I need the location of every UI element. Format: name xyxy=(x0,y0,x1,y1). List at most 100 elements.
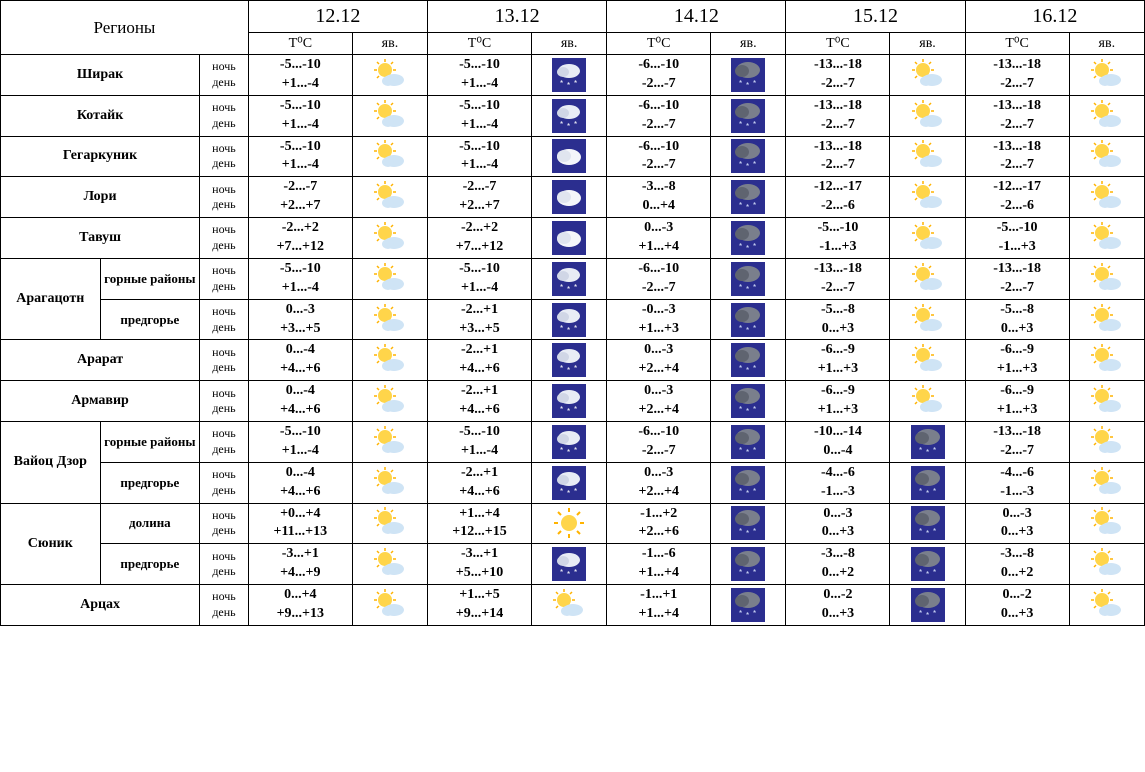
temp-cell: -1...+2+2...+6 xyxy=(607,503,711,544)
weather-icon-partly_sunny xyxy=(1090,506,1124,540)
weather-icon-partly_sunny xyxy=(373,139,407,173)
icon-cell xyxy=(711,299,786,340)
weather-icon-snow_storm xyxy=(731,384,765,418)
weather-icon-snow_storm xyxy=(731,343,765,377)
temp-cell: -13...-18-2...-7 xyxy=(965,95,1069,136)
subregion-name: долина xyxy=(100,503,200,544)
region-name: Вайоц Дзор xyxy=(1,422,101,504)
region-name: Арцах xyxy=(1,585,200,626)
weather-icon-cloud xyxy=(552,139,586,173)
temp-cell: -2...+2+7...+12 xyxy=(428,218,532,259)
weather-icon-snow_storm xyxy=(911,506,945,540)
icon-cell xyxy=(352,422,427,463)
icon-cell xyxy=(1069,422,1144,463)
icon-cell xyxy=(532,136,607,177)
weather-icon-snow_storm xyxy=(911,588,945,622)
icon-cell xyxy=(532,544,607,585)
temp-cell: -1...+1+1...+4 xyxy=(607,585,711,626)
header-date: 15.12 xyxy=(786,1,965,33)
weather-icon-partly_sunny xyxy=(1090,221,1124,255)
temp-cell: +0...+4+11...+13 xyxy=(248,503,352,544)
temp-cell: +1...+4+12...+15 xyxy=(428,503,532,544)
temp-cell: -0...-3+1...+3 xyxy=(607,299,711,340)
subregion-name: горные районы xyxy=(100,422,200,463)
temp-cell: 0...-3+3...+5 xyxy=(248,299,352,340)
header-date: 12.12 xyxy=(248,1,427,33)
icon-cell xyxy=(532,381,607,422)
subregion-name: предгорье xyxy=(100,544,200,585)
icon-cell xyxy=(890,544,965,585)
table-row: Вайоц Дзоргорные районыночьдень-5...-10+… xyxy=(1,422,1145,463)
temp-cell: -5...-10+1...-4 xyxy=(248,422,352,463)
icon-cell xyxy=(532,95,607,136)
icon-cell xyxy=(890,462,965,503)
temp-cell: -5...-10-1...+3 xyxy=(965,218,1069,259)
temp-cell: -5...-10+1...-4 xyxy=(248,136,352,177)
temp-cell: 0...-3+2...+4 xyxy=(607,462,711,503)
weather-icon-partly_sunny xyxy=(911,343,945,377)
weather-icon-partly_sunny xyxy=(1090,384,1124,418)
icon-cell xyxy=(890,503,965,544)
table-row: предгорьеночьдень0...-4+4...+6-2...+1+4.… xyxy=(1,462,1145,503)
region-name: Арарат xyxy=(1,340,200,381)
weather-icon-snow_storm xyxy=(911,425,945,459)
temp-cell: 0...-4+4...+6 xyxy=(248,381,352,422)
icon-cell xyxy=(711,340,786,381)
icon-cell xyxy=(1069,503,1144,544)
icon-cell xyxy=(711,544,786,585)
table-row: Араратночьдень0...-4+4...+6-2...+1+4...+… xyxy=(1,340,1145,381)
weather-icon-snow_night xyxy=(552,99,586,133)
icon-cell xyxy=(532,55,607,96)
icon-cell xyxy=(532,422,607,463)
icon-cell xyxy=(352,381,427,422)
icon-cell xyxy=(711,462,786,503)
temp-cell: 0...+4+9...+13 xyxy=(248,585,352,626)
icon-cell xyxy=(352,177,427,218)
weather-icon-partly_sunny xyxy=(373,180,407,214)
table-row: Сюникдолинаночьдень+0...+4+11...+13+1...… xyxy=(1,503,1145,544)
temp-cell: -5...-10+1...-4 xyxy=(248,55,352,96)
temp-cell: -6...-9+1...+3 xyxy=(965,340,1069,381)
icon-cell xyxy=(890,585,965,626)
icon-cell xyxy=(532,585,607,626)
time-labels: ночьдень xyxy=(200,55,249,96)
icon-cell xyxy=(711,136,786,177)
temp-cell: -4...-6-1...-3 xyxy=(965,462,1069,503)
time-labels: ночьдень xyxy=(200,299,249,340)
weather-icon-partly_sunny xyxy=(911,384,945,418)
weather-icon-partly_sunny xyxy=(1090,466,1124,500)
icon-cell xyxy=(352,218,427,259)
icon-cell xyxy=(890,422,965,463)
temp-cell: -5...-10+1...-4 xyxy=(248,95,352,136)
header-date: 13.12 xyxy=(428,1,607,33)
icon-cell xyxy=(1069,95,1144,136)
weather-icon-snow_night xyxy=(552,384,586,418)
weather-icon-partly_sunny xyxy=(1090,343,1124,377)
icon-cell xyxy=(532,299,607,340)
weather-icon-snow_storm xyxy=(731,588,765,622)
icon-cell xyxy=(711,258,786,299)
temp-cell: -12...-17-2...-6 xyxy=(965,177,1069,218)
temp-cell: -6...-9+1...+3 xyxy=(786,340,890,381)
region-name: Лори xyxy=(1,177,200,218)
weather-icon-partly_sunny xyxy=(1090,303,1124,337)
weather-icon-partly_sunny xyxy=(1090,588,1124,622)
icon-cell xyxy=(890,218,965,259)
weather-icon-partly_sunny xyxy=(911,221,945,255)
temp-cell: -5...-10+1...-4 xyxy=(428,422,532,463)
subregion-name: предгорье xyxy=(100,462,200,503)
temp-cell: -13...-18-2...-7 xyxy=(786,55,890,96)
region-name: Арагацотн xyxy=(1,258,101,340)
temp-cell: -5...-10+1...-4 xyxy=(428,95,532,136)
icon-cell xyxy=(711,218,786,259)
temp-cell: -6...-10-2...-7 xyxy=(607,95,711,136)
header-date: 14.12 xyxy=(607,1,786,33)
weather-icon-partly_sunny xyxy=(911,58,945,92)
region-name: Армавир xyxy=(1,381,200,422)
weather-icon-snow_storm xyxy=(731,262,765,296)
icon-cell xyxy=(1069,381,1144,422)
subregion-name: горные районы xyxy=(100,258,200,299)
icon-cell xyxy=(890,381,965,422)
icon-cell xyxy=(352,503,427,544)
weather-icon-partly_sunny xyxy=(373,588,407,622)
